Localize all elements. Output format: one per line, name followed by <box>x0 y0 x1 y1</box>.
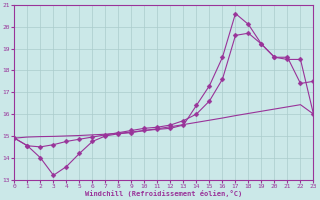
X-axis label: Windchill (Refroidissement éolien,°C): Windchill (Refroidissement éolien,°C) <box>85 190 243 197</box>
